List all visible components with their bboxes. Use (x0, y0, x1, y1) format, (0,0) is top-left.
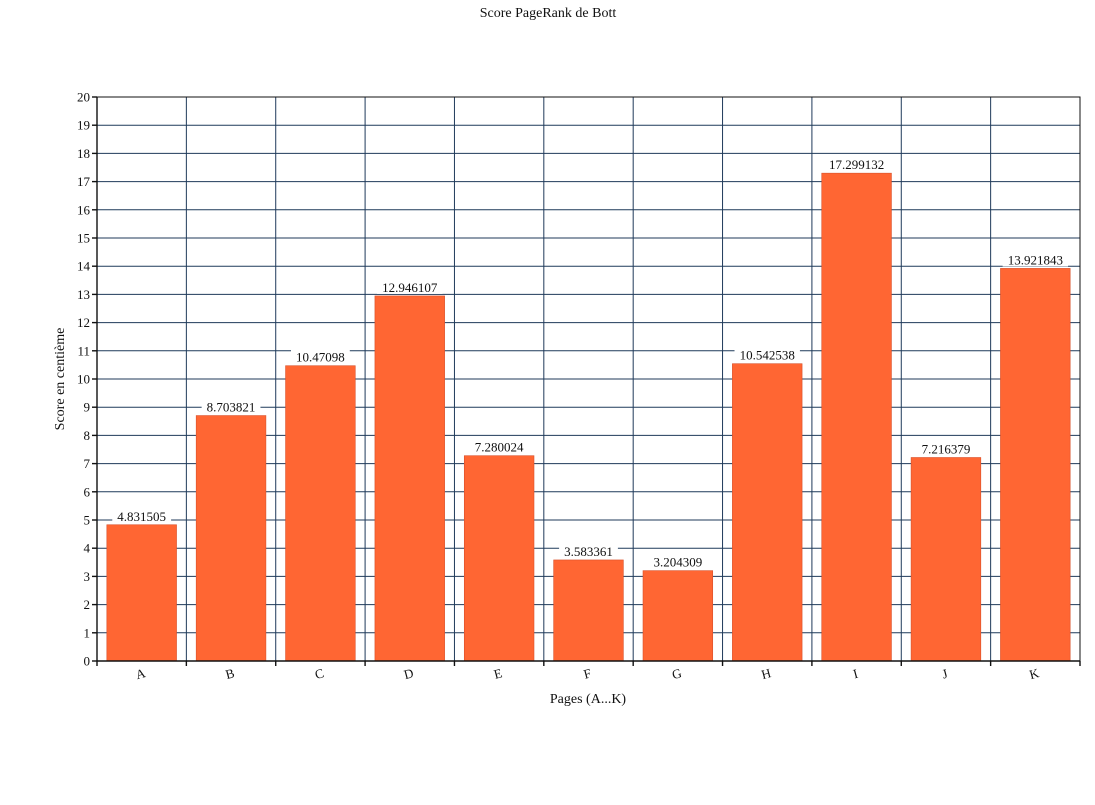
data-label-e: 7.280024 (475, 440, 524, 455)
data-label-background (112, 508, 172, 523)
y-tick-label: 8 (84, 428, 91, 443)
data-label-b: 8.703821 (207, 400, 256, 415)
y-tick-label: 1 (84, 625, 91, 640)
bar-a (106, 524, 177, 662)
y-tick-label: 6 (84, 484, 91, 499)
data-label-background (734, 347, 800, 362)
x-tick-label: A (134, 665, 148, 682)
data-label-background (823, 157, 890, 172)
data-label-background (291, 349, 350, 364)
y-tick-label: 17 (77, 174, 91, 189)
y-tick-label: 12 (77, 315, 90, 330)
x-tick-label: J (940, 666, 949, 682)
data-label-d: 12.946107 (382, 280, 438, 295)
chart-title: Score PageRank de Bott (480, 6, 617, 21)
y-tick-label: 4 (84, 541, 91, 556)
y-tick-label: 15 (77, 231, 90, 246)
x-tick-label: G (670, 665, 683, 682)
y-tick-label: 3 (84, 569, 91, 584)
data-label-f: 3.583361 (564, 544, 613, 559)
data-labels: 4.831505 8.703821 10.47098 12.946107 7.28002… (112, 157, 1069, 570)
x-axis-ticks: A B C D E F G H I J K (96, 661, 1081, 682)
bar-f (553, 559, 624, 662)
bar-k (1000, 268, 1071, 662)
data-label-j: 7.216379 (922, 441, 971, 456)
y-axis-label: Score en centième (53, 328, 68, 431)
bar-b (195, 415, 267, 662)
data-label-background (648, 554, 708, 569)
bar-j (910, 457, 982, 662)
bar-g (642, 570, 714, 662)
y-tick-label: 16 (77, 202, 91, 217)
x-tick-label: B (224, 665, 237, 682)
bar-d (374, 295, 445, 662)
y-tick-label: 14 (77, 259, 91, 274)
y-tick-label: 5 (84, 513, 91, 528)
x-tick-label: E (492, 665, 504, 682)
x-tick-label: C (313, 665, 325, 682)
data-label-background (469, 439, 529, 454)
x-tick-label: K (1028, 665, 1042, 682)
data-label-h: 10.542538 (740, 348, 795, 363)
data-label-g: 3.204309 (653, 555, 702, 570)
x-axis-label: Pages (A...K) (550, 692, 627, 707)
y-tick-label: 13 (77, 287, 90, 302)
data-label-background (559, 543, 618, 558)
x-tick-label: H (760, 665, 773, 682)
y-tick-label: 19 (77, 118, 90, 133)
bars (106, 172, 1071, 662)
y-tick-label: 7 (84, 456, 91, 471)
data-label-background (1002, 252, 1069, 267)
bar-e (463, 455, 535, 662)
data-label-background (201, 399, 261, 414)
data-label-a: 4.831505 (117, 509, 166, 524)
y-tick-label: 9 (84, 400, 91, 415)
y-tick-label: 18 (77, 146, 90, 161)
data-label-c: 10.47098 (296, 350, 345, 365)
x-tick-label: I (851, 666, 859, 682)
y-tick-label: 10 (77, 372, 90, 387)
data-label-k: 13.921843 (1008, 252, 1063, 267)
y-tick-label: 11 (77, 343, 90, 358)
y-tick-label: 20 (77, 90, 90, 105)
x-tick-label: F (582, 665, 593, 681)
data-label-background (916, 441, 976, 456)
bar-c (285, 365, 356, 662)
x-tick-label: D (402, 665, 415, 682)
y-tick-label: 2 (84, 597, 91, 612)
bar-i (821, 172, 892, 662)
bar-h (732, 363, 803, 662)
y-tick-label: 0 (84, 654, 91, 669)
data-label-background (377, 279, 443, 294)
data-label-i: 17.299132 (829, 157, 884, 172)
